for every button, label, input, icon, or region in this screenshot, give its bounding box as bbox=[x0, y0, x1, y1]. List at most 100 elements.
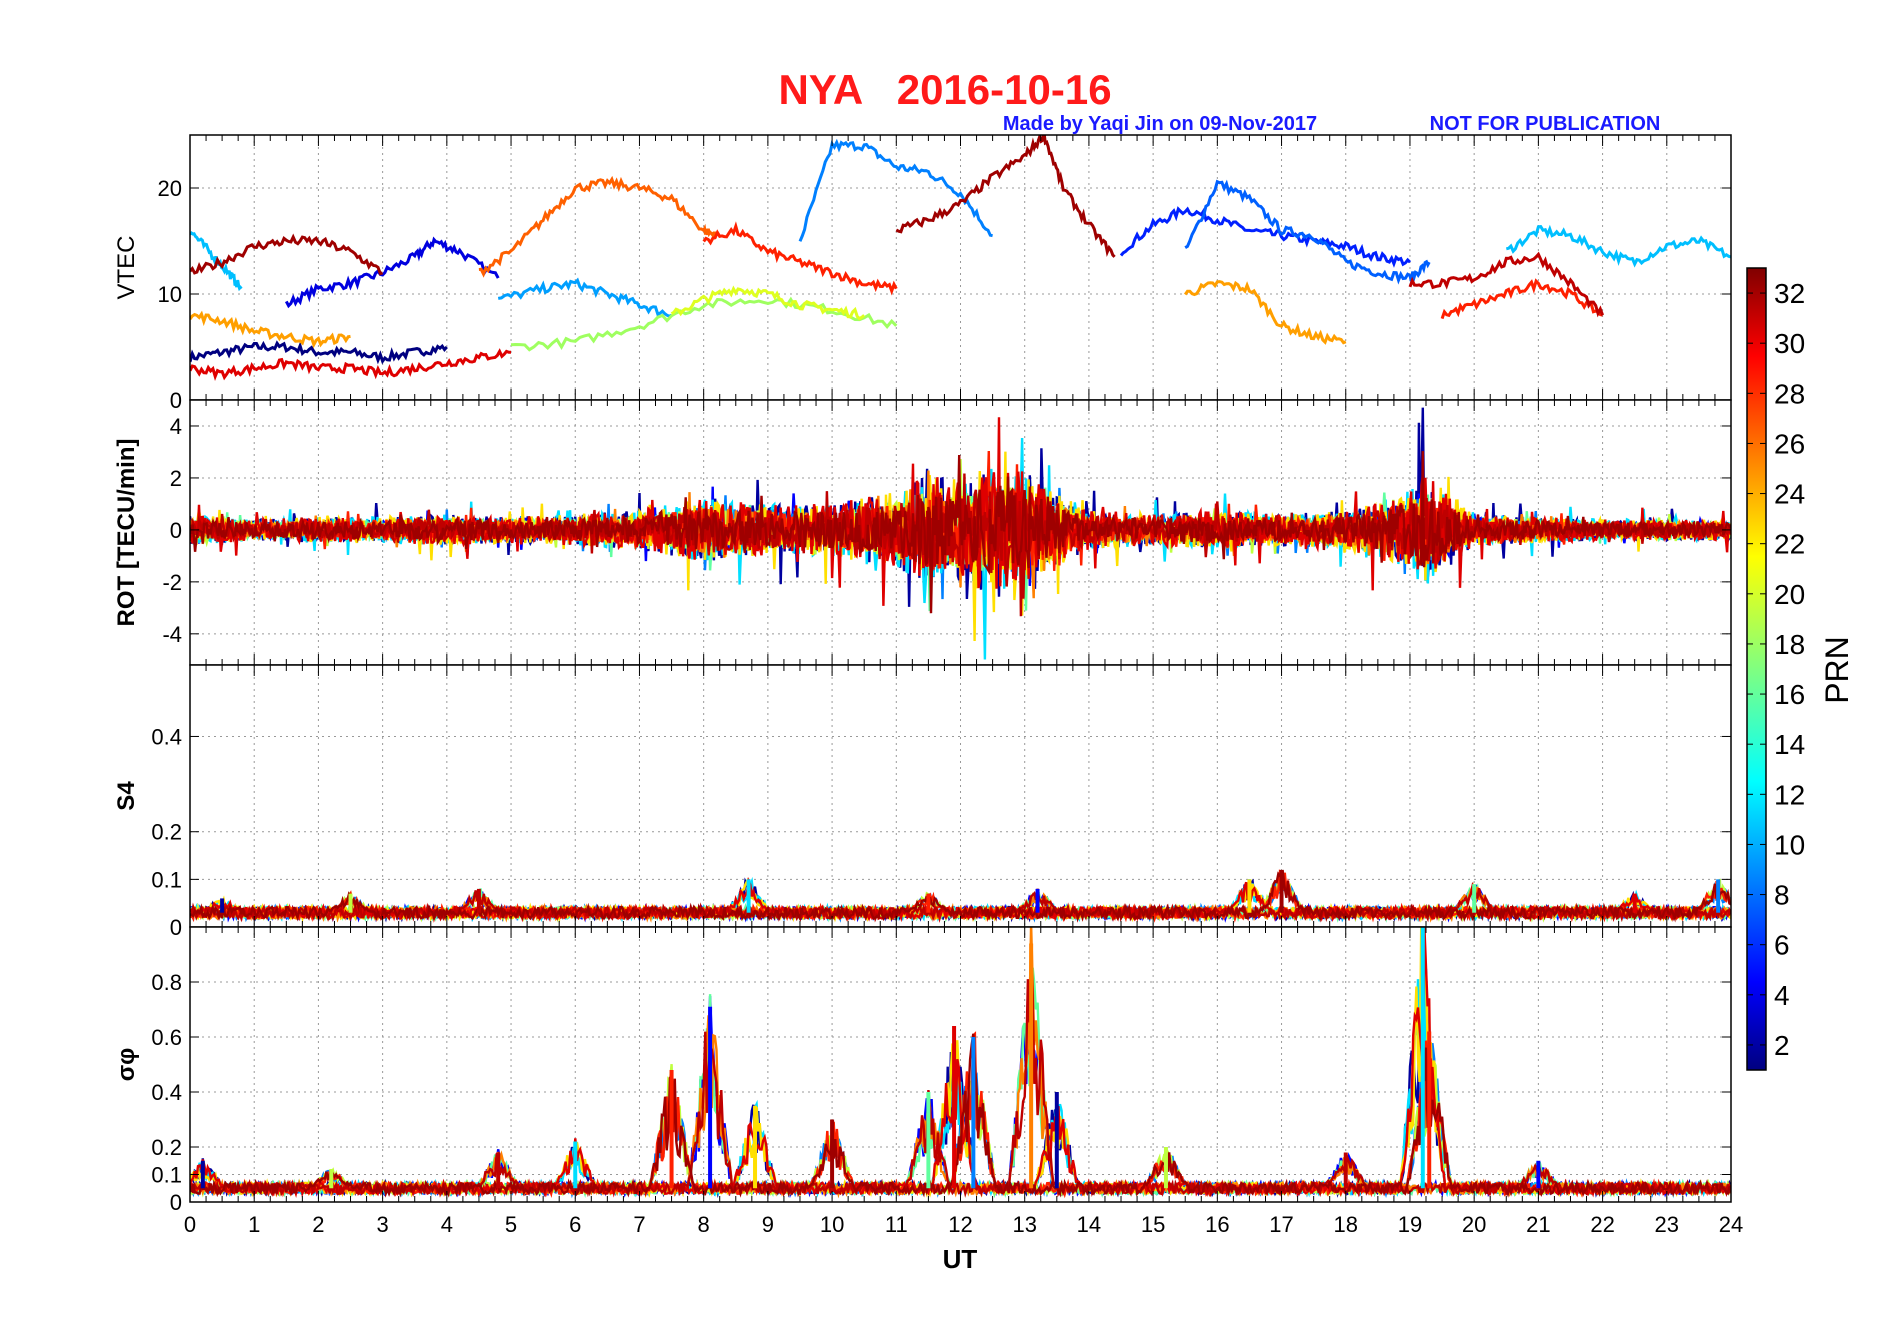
x-tick-label: 2 bbox=[312, 1212, 324, 1237]
y-tick-label: 0 bbox=[170, 915, 182, 940]
vtec-series-line bbox=[1408, 251, 1605, 318]
rot-series-line bbox=[190, 451, 1731, 614]
colorbar-tick-label: 32 bbox=[1774, 278, 1805, 309]
colorbar-tick-label: 4 bbox=[1774, 980, 1790, 1011]
x-tick-label: 9 bbox=[762, 1212, 774, 1237]
vtec-series-line bbox=[510, 296, 898, 352]
vtec-series-line bbox=[284, 236, 500, 309]
panel-2: 0 0.1 0.2 0.4 S4 bbox=[113, 664, 1732, 940]
y-axis-label: ROT [TECU/min] bbox=[113, 439, 140, 627]
colorbar-tick-label: 14 bbox=[1774, 729, 1805, 760]
y-axis-label: σφ bbox=[113, 1048, 140, 1082]
x-tick-label: 8 bbox=[698, 1212, 710, 1237]
y-tick-label: -2 bbox=[162, 570, 182, 595]
vtec-series-line bbox=[1184, 179, 1431, 285]
vtec-series-line bbox=[478, 175, 718, 278]
x-tick-label: 13 bbox=[1012, 1212, 1036, 1237]
vtec-series-line bbox=[190, 348, 512, 381]
y-tick-label: 0.2 bbox=[151, 1135, 182, 1160]
vtec-series-line bbox=[1119, 206, 1412, 268]
colorbar-tick-label: 24 bbox=[1774, 479, 1805, 510]
series-group bbox=[190, 135, 1731, 381]
y-tick-label: 20 bbox=[158, 176, 182, 201]
colorbar-label: PRN bbox=[1819, 636, 1855, 704]
y-tick-label: 0.2 bbox=[151, 820, 182, 845]
x-tick-label: 22 bbox=[1590, 1212, 1614, 1237]
x-tick-label: 14 bbox=[1077, 1212, 1101, 1237]
colorbar-tick-label: 2 bbox=[1774, 1030, 1790, 1061]
x-tick-label: 4 bbox=[441, 1212, 453, 1237]
vtec-series-line bbox=[895, 135, 1116, 258]
chart-title: NYA 2016-10-16 bbox=[778, 66, 1111, 113]
colorbar-gradient bbox=[1746, 267, 1767, 1071]
colorbar-tick-label: 8 bbox=[1774, 880, 1790, 911]
vtec-series-line bbox=[702, 221, 898, 296]
colorbar-tick-label: 30 bbox=[1774, 328, 1805, 359]
x-tick-label: 11 bbox=[885, 1212, 908, 1237]
colorbar-tick-label: 20 bbox=[1774, 579, 1805, 610]
vtec-series-line bbox=[1183, 280, 1347, 345]
credit-text: Made by Yaqi Jin on 09-Nov-2017 bbox=[1003, 113, 1317, 135]
x-tick-label: 23 bbox=[1655, 1212, 1679, 1237]
panel-0: 0 10 20 VTEC bbox=[113, 134, 1732, 413]
y-tick-label: 0 bbox=[170, 388, 182, 413]
y-tick-label: 0.4 bbox=[151, 724, 182, 749]
notice-text: NOT FOR PUBLICATION bbox=[1430, 113, 1661, 135]
x-tick-label: 20 bbox=[1462, 1212, 1486, 1237]
panel-1: -4 -2 0 2 4 ROT [TECU/min] bbox=[113, 399, 1732, 666]
x-tick-label: 12 bbox=[948, 1212, 972, 1237]
x-tick-label: 24 bbox=[1719, 1212, 1743, 1237]
x-tick-label: 7 bbox=[633, 1212, 645, 1237]
x-tick-label: 6 bbox=[569, 1212, 581, 1237]
colorbar-tick-label: 16 bbox=[1774, 679, 1805, 710]
x-tick-label: 16 bbox=[1205, 1212, 1229, 1237]
vtec-series-line bbox=[1440, 278, 1603, 320]
x-tick-label: 10 bbox=[820, 1212, 844, 1237]
x-tick-label: 3 bbox=[377, 1212, 389, 1237]
vtec-series-line bbox=[190, 340, 448, 365]
y-tick-label: 0.1 bbox=[151, 1163, 182, 1188]
x-axis-label: UT bbox=[943, 1244, 978, 1274]
x-tick-label: 21 bbox=[1526, 1212, 1550, 1237]
colorbar-tick-label: 18 bbox=[1774, 629, 1805, 660]
y-tick-label: 0 bbox=[170, 518, 182, 543]
y-tick-label: 0.4 bbox=[151, 1080, 182, 1105]
scint-series-line bbox=[190, 1033, 1731, 1198]
x-tick-label: 15 bbox=[1141, 1212, 1165, 1237]
panel-3: 00.1 0.2 0.4 0.6 0.8 σφ bbox=[113, 926, 1732, 1215]
colorbar-tick-label: 12 bbox=[1774, 779, 1805, 810]
y-tick-label: 0.6 bbox=[151, 1025, 182, 1050]
x-tick-label: 0 bbox=[184, 1212, 196, 1237]
y-tick-label: 2 bbox=[170, 466, 182, 491]
vtec-series-line bbox=[670, 285, 866, 321]
y-tick-label: 0.1 bbox=[151, 867, 182, 892]
colorbar-tick-label: 28 bbox=[1774, 378, 1805, 409]
colorbar-tick-label: 22 bbox=[1774, 529, 1805, 560]
y-axis-label: VTEC bbox=[113, 235, 140, 299]
peak-marks bbox=[200, 927, 1541, 1189]
peak-marks bbox=[220, 869, 1721, 913]
y-tick-label: 0.8 bbox=[151, 970, 182, 995]
series-group bbox=[190, 407, 1731, 660]
y-axis-label: S4 bbox=[113, 781, 140, 811]
colorbar-tick-label: 26 bbox=[1774, 428, 1805, 459]
y-tick-label: -4 bbox=[162, 622, 182, 647]
vtec-series-line bbox=[190, 310, 351, 349]
colorbar-tick-label: 10 bbox=[1774, 829, 1805, 860]
y-tick-label: 0 bbox=[170, 1190, 182, 1215]
x-tick-label: 18 bbox=[1334, 1212, 1358, 1237]
x-tick-label: 5 bbox=[505, 1212, 517, 1237]
y-tick-label: 4 bbox=[170, 414, 182, 439]
y-tick-label: 10 bbox=[158, 282, 182, 307]
vtec-series-line bbox=[190, 233, 384, 276]
vtec-series-line bbox=[1505, 224, 1731, 268]
x-tick-label: 1 bbox=[248, 1212, 260, 1237]
x-axis: 0 1 2 3 4 5 6 7 8 9 10 11 12 13 14 15 16 17 18 19 20 21 22 23 24 bbox=[184, 1212, 1743, 1237]
vtec-series-line bbox=[497, 277, 673, 318]
x-tick-label: 19 bbox=[1398, 1212, 1422, 1237]
x-tick-label: 17 bbox=[1269, 1212, 1293, 1237]
colorbar-tick-label: 6 bbox=[1774, 930, 1790, 961]
